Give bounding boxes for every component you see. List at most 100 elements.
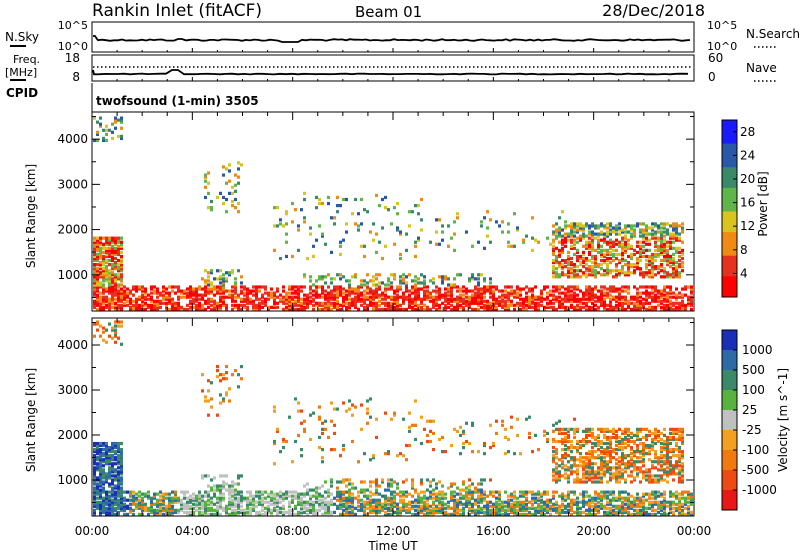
heat-cell bbox=[114, 458, 117, 462]
heat-cell bbox=[303, 494, 306, 498]
heat-cell bbox=[552, 506, 555, 510]
heat-cell bbox=[93, 287, 96, 291]
heat-cell bbox=[375, 492, 378, 496]
heat-cell bbox=[462, 307, 465, 311]
heat-cell bbox=[645, 291, 648, 295]
heat-cell bbox=[240, 299, 243, 303]
heat-cell bbox=[387, 450, 390, 454]
heat-cell bbox=[462, 512, 465, 516]
heat-cell bbox=[585, 472, 588, 476]
heat-cell bbox=[291, 201, 294, 206]
heat-cell bbox=[552, 260, 555, 265]
heat-cell bbox=[567, 492, 570, 496]
heat-cell bbox=[564, 240, 567, 244]
heat-cell bbox=[111, 450, 114, 454]
heat-cell bbox=[96, 289, 99, 293]
heat-cell bbox=[591, 441, 594, 446]
heat-cell bbox=[591, 456, 594, 460]
heat-cell bbox=[99, 265, 102, 269]
heat-cell bbox=[117, 445, 120, 450]
heat-cell bbox=[276, 305, 279, 309]
heat-cell bbox=[111, 512, 114, 516]
heat-cell bbox=[108, 496, 111, 500]
heat-cell bbox=[114, 324, 117, 328]
heat-cell bbox=[369, 297, 372, 301]
heat-cell bbox=[585, 244, 588, 248]
heat-cell bbox=[105, 460, 108, 464]
heat-cell bbox=[177, 510, 180, 514]
heat-cell bbox=[273, 439, 276, 444]
heat-cell bbox=[204, 289, 207, 293]
heat-cell bbox=[417, 508, 420, 512]
heat-cell bbox=[660, 269, 663, 273]
heat-cell bbox=[351, 506, 354, 510]
heat-cell bbox=[579, 445, 582, 450]
heat-cell bbox=[390, 506, 393, 510]
heat-cell bbox=[660, 250, 663, 255]
heat-cell bbox=[282, 510, 285, 514]
heat-cell bbox=[507, 512, 510, 516]
heat-cell bbox=[486, 506, 489, 510]
heat-cell bbox=[519, 293, 522, 297]
heat-cell bbox=[600, 248, 603, 252]
heat-cell bbox=[618, 240, 621, 244]
heat-cell bbox=[507, 305, 510, 309]
heat-cell bbox=[588, 299, 591, 303]
heat-cell bbox=[603, 307, 606, 311]
heat-cell bbox=[651, 256, 654, 261]
heat-cell bbox=[369, 498, 372, 502]
power-colorbar-swatch bbox=[722, 187, 737, 192]
heat-cell bbox=[585, 301, 588, 305]
heat-cell bbox=[186, 504, 189, 508]
heat-cell bbox=[417, 293, 420, 297]
heat-cell bbox=[489, 305, 492, 309]
heat-cell bbox=[339, 289, 342, 293]
heat-cell bbox=[642, 303, 645, 307]
heat-cell bbox=[681, 252, 684, 257]
heat-cell bbox=[342, 275, 345, 279]
heat-cell bbox=[231, 373, 234, 377]
heat-cell bbox=[141, 506, 144, 510]
heat-cell bbox=[432, 510, 435, 514]
heat-cell bbox=[324, 427, 327, 431]
power-colorbar-label: 16 bbox=[740, 196, 755, 210]
heat-cell bbox=[576, 448, 579, 452]
heat-cell bbox=[351, 291, 354, 295]
heat-cell bbox=[318, 494, 321, 498]
heat-cell bbox=[573, 510, 576, 514]
heat-cell bbox=[591, 496, 594, 500]
heat-cell bbox=[432, 496, 435, 500]
heat-cell bbox=[318, 197, 321, 202]
heat-cell bbox=[105, 260, 108, 265]
heat-cell bbox=[315, 291, 318, 295]
heat-cell bbox=[531, 248, 534, 252]
heat-cell bbox=[393, 413, 396, 417]
heat-cell bbox=[573, 500, 576, 504]
heat-cell bbox=[636, 297, 639, 301]
heat-cell bbox=[525, 305, 528, 309]
heat-cell bbox=[213, 492, 216, 496]
heat-cell bbox=[183, 295, 186, 299]
heat-cell bbox=[291, 490, 294, 494]
heat-cell bbox=[144, 303, 147, 307]
heat-cell bbox=[300, 303, 303, 307]
heat-cell bbox=[555, 508, 558, 512]
heat-cell bbox=[186, 510, 189, 514]
heat-cell bbox=[669, 258, 672, 263]
heat-cell bbox=[117, 441, 120, 446]
heat-cell bbox=[117, 297, 120, 301]
heat-cell bbox=[150, 508, 153, 512]
heat-cell bbox=[516, 512, 519, 516]
heat-cell bbox=[438, 498, 441, 502]
heat-cell bbox=[207, 275, 210, 279]
heat-cell bbox=[654, 285, 657, 289]
heat-cell bbox=[597, 242, 600, 246]
heat-cell bbox=[483, 443, 486, 448]
heat-cell bbox=[381, 226, 384, 230]
heat-cell bbox=[234, 291, 237, 295]
heat-cell bbox=[117, 494, 120, 498]
heat-cell bbox=[375, 478, 378, 482]
heat-cell bbox=[111, 500, 114, 504]
heat-cell bbox=[567, 269, 570, 273]
heat-cell bbox=[423, 502, 426, 506]
